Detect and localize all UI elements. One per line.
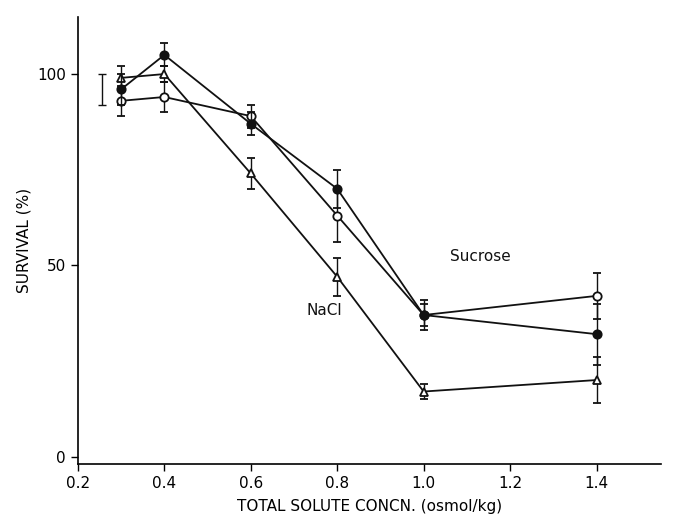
Text: NaCl: NaCl	[307, 303, 342, 318]
Text: Sucrose: Sucrose	[450, 250, 511, 264]
X-axis label: TOTAL SOLUTE CONCN. (osmol/kg): TOTAL SOLUTE CONCN. (osmol/kg)	[237, 499, 502, 515]
Y-axis label: SURVIVAL (%): SURVIVAL (%)	[17, 188, 32, 293]
